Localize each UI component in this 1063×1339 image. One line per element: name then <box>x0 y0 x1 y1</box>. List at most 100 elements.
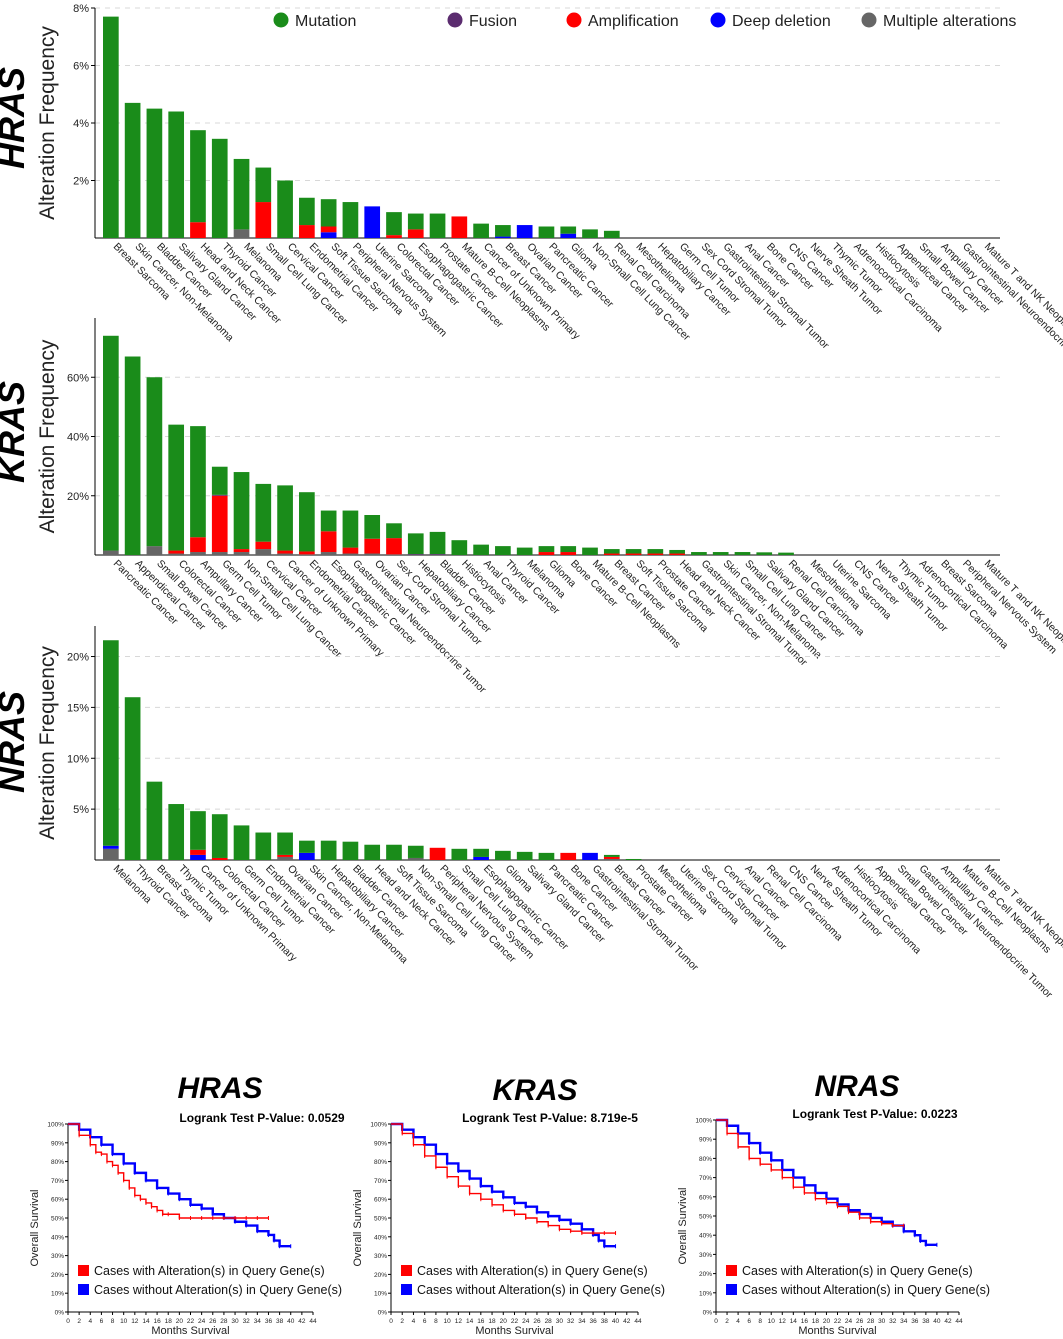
km-y-axis-title: Overall Survival <box>352 1189 364 1266</box>
bar-mutation <box>364 844 381 860</box>
bar-amplification <box>538 552 555 555</box>
y-tick-label: 6% <box>73 61 89 73</box>
bar-mutation <box>124 356 141 555</box>
km-legend-label: Cases without Alteration(s) in Query Gen… <box>742 1283 990 1297</box>
bar-mutation <box>495 225 511 237</box>
bar-multiple-alterations <box>233 229 250 238</box>
km-x-tick-label: 42 <box>623 1318 631 1325</box>
km-y-tick-label: 50% <box>374 1216 387 1223</box>
km-x-tick-label: 26 <box>209 1318 217 1325</box>
km-y-tick-label: 50% <box>51 1216 64 1223</box>
km-x-tick-label: 44 <box>955 1318 963 1325</box>
bar-mutation <box>625 858 642 860</box>
bar-amplification <box>625 553 642 555</box>
km-x-tick-label: 20 <box>500 1318 508 1325</box>
bar-mutation <box>386 212 402 236</box>
km-curve-altered <box>68 1123 269 1219</box>
y-tick-label: 2% <box>73 176 89 188</box>
bar-mutation <box>669 549 685 554</box>
km-legend-swatch <box>726 1284 737 1295</box>
bar-mutation <box>211 466 228 495</box>
bar-mutation <box>103 640 119 846</box>
bar-amplification <box>277 854 293 857</box>
y-axis-title: Alteration Frequency <box>36 646 59 840</box>
km-x-tick-label: 18 <box>165 1318 173 1325</box>
km-curve-unaltered <box>716 1118 937 1246</box>
bar-amplification <box>386 538 402 555</box>
bar-mutation <box>473 223 489 238</box>
bar-mutation <box>277 485 293 551</box>
legend-label-multiple-alterations: Multiple alterations <box>883 13 1016 30</box>
km-x-tick-label: 34 <box>900 1318 908 1325</box>
legend-marker-amplification <box>566 12 582 28</box>
bar-amplification <box>603 553 620 555</box>
bar-mutation <box>320 199 337 227</box>
bar-mutation <box>538 852 555 860</box>
km-x-tick-label: 6 <box>747 1318 751 1325</box>
bar-mutation <box>124 102 141 238</box>
bar-mutation <box>603 549 620 554</box>
km-legend-label: Cases with Alteration(s) in Query Gene(s… <box>417 1264 648 1278</box>
bar-amplification <box>320 531 337 553</box>
bar-amplification <box>299 225 315 238</box>
km-y-tick-label: 40% <box>374 1234 387 1241</box>
km-x-tick-label: 40 <box>933 1318 941 1325</box>
legend-marker-deep-deletion <box>710 12 726 28</box>
y-tick-label: 8% <box>73 3 89 15</box>
km-legend-label: Cases with Alteration(s) in Query Gene(s… <box>742 1264 973 1278</box>
km-legend-swatch <box>78 1265 89 1276</box>
bar-multiple-alterations <box>146 546 163 555</box>
bar-mutation <box>451 540 468 555</box>
km-y-tick-label: 30% <box>51 1253 64 1260</box>
bar-amplification <box>429 847 446 860</box>
bar-mutation <box>582 229 598 238</box>
bar-mutation <box>168 424 185 551</box>
bar-mutation <box>299 492 315 552</box>
bar-mutation <box>691 552 707 555</box>
bar-deep-deletion <box>103 845 119 849</box>
bar-mutation <box>364 515 381 539</box>
km-y-tick-label: 30% <box>374 1253 387 1260</box>
gene-label-kras: KRAS <box>0 381 32 483</box>
km-y-tick-label: 70% <box>374 1178 387 1185</box>
bar-amplification <box>342 547 359 554</box>
km-y-tick-label: 10% <box>374 1291 387 1298</box>
bar-mutation <box>190 811 206 850</box>
bar-amplification <box>647 553 664 555</box>
km-x-tick-label: 10 <box>444 1318 452 1325</box>
legend: Mutation Fusion Amplification Deep deletion… <box>273 12 1016 30</box>
km-x-tick-label: 40 <box>287 1318 295 1325</box>
km-x-tick-label: 26 <box>856 1318 864 1325</box>
bar-amplification <box>211 495 228 553</box>
km-y-tick-label: 60% <box>374 1197 387 1204</box>
bar-mutation <box>386 844 402 860</box>
bar-amplification <box>211 857 228 860</box>
gene-label-nras: NRAS <box>0 691 32 793</box>
bar-amplification <box>560 552 577 555</box>
bar-deep-deletion <box>190 854 206 860</box>
km-legend-label: Cases without Alteration(s) in Query Gen… <box>417 1283 665 1297</box>
bar-mutation <box>233 472 250 550</box>
bar-amplification <box>364 538 381 554</box>
bar-mutation <box>473 848 489 857</box>
km-panel-kras: KRAS Logrank Test P-Value: 8.719e-5 0% 10% 2… <box>352 1074 665 1337</box>
logrank-pvalue: Logrank Test P-Value: 8.719e-5 <box>462 1111 638 1125</box>
y-tick-label: 20% <box>67 652 89 664</box>
bar-mutation <box>255 167 272 203</box>
km-y-tick-label: 50% <box>699 1214 712 1221</box>
logrank-pvalue: Logrank Test P-Value: 0.0223 <box>792 1107 958 1121</box>
km-y-tick-label: 0% <box>55 1310 65 1317</box>
km-x-tick-label: 22 <box>834 1318 842 1325</box>
km-x-tick-label: 32 <box>567 1318 575 1325</box>
km-x-tick-label: 10 <box>120 1318 128 1325</box>
bar-mutation <box>277 180 293 238</box>
bar-deep-deletion <box>320 232 337 238</box>
bar-mutation <box>211 138 228 238</box>
km-x-tick-label: 4 <box>412 1318 416 1325</box>
bar-mutation <box>407 845 424 858</box>
bar-mutation <box>538 546 555 553</box>
legend-label-fusion: Fusion <box>469 13 517 30</box>
bar-mutation <box>146 377 163 547</box>
bar-mutation <box>146 108 163 238</box>
